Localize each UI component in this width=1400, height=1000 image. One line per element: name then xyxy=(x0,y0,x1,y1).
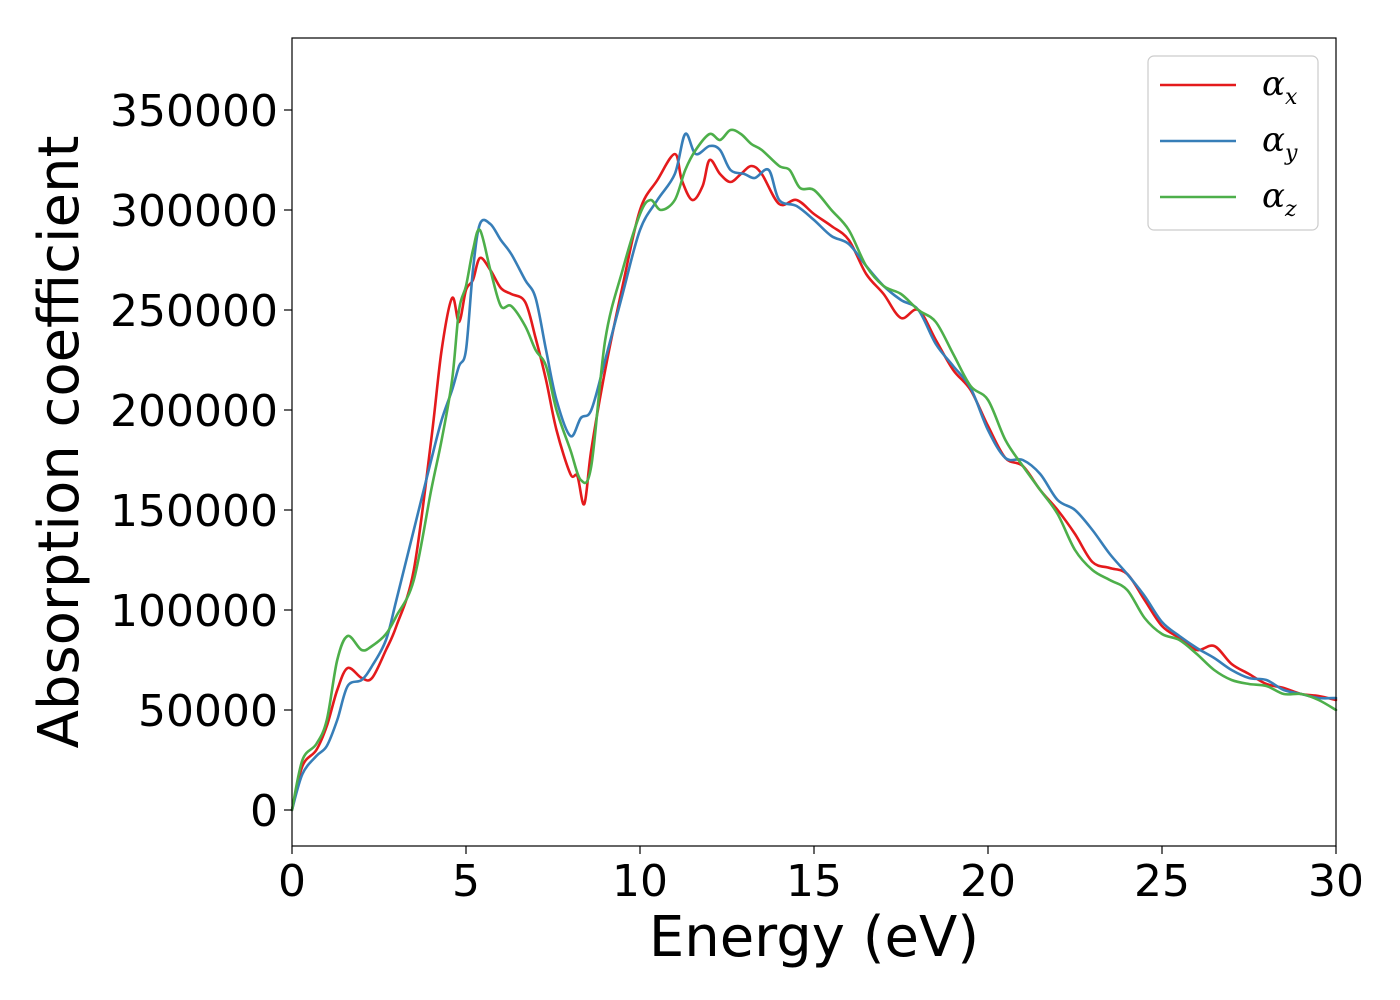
legend-label-alpha-y: αy xyxy=(1262,120,1298,166)
y-tick-label: 200000 xyxy=(110,386,278,437)
series-layer xyxy=(290,128,1338,812)
x-tick-label: 0 xyxy=(278,856,306,907)
x-tick-label: 15 xyxy=(786,856,842,907)
series-line-alpha-x xyxy=(290,152,1338,812)
legend-label-alpha-x: αx xyxy=(1262,64,1298,110)
series-line-alpha-z xyxy=(290,128,1338,812)
series-line-alpha-y xyxy=(290,132,1338,812)
legend-subscript: x xyxy=(1285,85,1298,110)
legend-box xyxy=(1147,55,1319,231)
x-tick-label: 10 xyxy=(612,856,668,907)
y-tick-label: 300000 xyxy=(110,186,278,237)
y-axis-ticks: 0 50000 100000 150000 200000 250000 300000 3500… xyxy=(110,86,292,837)
y-tick-label: 50000 xyxy=(138,686,278,737)
legend-subscript: y xyxy=(1284,141,1298,166)
y-tick-label: 150000 xyxy=(110,486,278,537)
y-axis-title: Absorption coefficient xyxy=(27,136,92,749)
legend-symbol: α xyxy=(1262,120,1285,160)
y-tick-label: 350000 xyxy=(110,86,278,137)
x-axis-ticks: 0 5 10 15 20 25 30 xyxy=(278,846,1364,907)
x-axis-title: Energy (eV) xyxy=(649,905,979,970)
y-tick-label: 250000 xyxy=(110,286,278,337)
legend-label-alpha-z: αz xyxy=(1262,176,1297,222)
y-tick-label: 100000 xyxy=(110,586,278,637)
x-tick-label: 20 xyxy=(960,856,1016,907)
legend-symbol: α xyxy=(1262,64,1285,104)
legend-symbol: α xyxy=(1262,176,1285,216)
y-tick-label: 0 xyxy=(250,786,278,837)
x-tick-label: 30 xyxy=(1308,856,1364,907)
x-tick-label: 25 xyxy=(1134,856,1190,907)
legend-subscript: z xyxy=(1284,197,1297,222)
x-tick-label: 5 xyxy=(452,856,480,907)
